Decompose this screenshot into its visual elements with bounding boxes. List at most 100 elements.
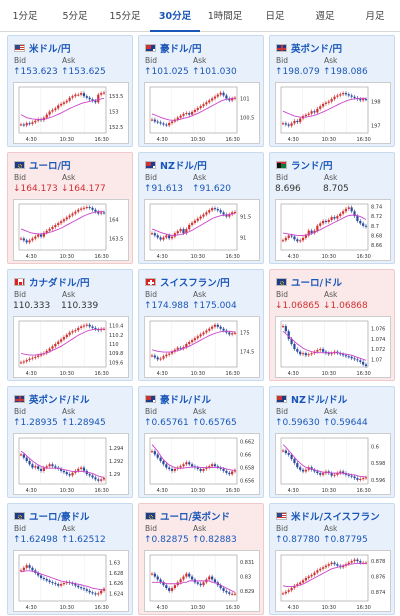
- candle: [34, 466, 37, 468]
- candle: [231, 593, 234, 595]
- candle: [22, 454, 25, 458]
- x-tick-label: 16:30: [94, 488, 108, 494]
- pair-name[interactable]: ユーロ/ドル: [291, 278, 342, 289]
- tab-6[interactable]: 週足: [315, 10, 335, 22]
- x-tick-label: 16:30: [94, 371, 108, 377]
- pair-name[interactable]: 英ポンド/ドル: [29, 395, 90, 406]
- price-chart[interactable]: 110.4 110.2 110 109.8 109.6 4:30 10:30 16:30: [13, 316, 129, 378]
- pair-name[interactable]: ユーロ/英ポンド: [160, 512, 230, 523]
- candle: [216, 94, 219, 97]
- currency-card[interactable]: 豪ドル/円 Bid Ask ↑101.025 ↑101.030 101 100.5 4:30 1…: [138, 35, 264, 147]
- candle: [347, 207, 350, 209]
- pair-name[interactable]: NZドル/円: [160, 161, 207, 172]
- moving-average-line: [151, 330, 236, 353]
- bid-label: Bid: [14, 290, 26, 299]
- currency-card[interactable]: ユーロ/円 Bid Ask ↓164.173 ↓164.177 164 163.5 4:30 1…: [7, 152, 133, 264]
- candle: [188, 113, 191, 115]
- price-chart[interactable]: 8.74 8.72 8.7 8.68 8.66 4:30 10:30 16:30: [275, 199, 391, 261]
- candle: [156, 121, 159, 123]
- candle: [330, 99, 333, 102]
- price-chart[interactable]: 164 163.5 4:30 10:30 16:30: [13, 199, 129, 261]
- price-chart[interactable]: 175 174.5 4:30 10:30 16:30: [144, 316, 260, 378]
- candle: [193, 220, 197, 223]
- x-tick-label: 4:30: [157, 371, 168, 377]
- pair-name[interactable]: 豪ドル/円: [160, 44, 202, 55]
- bid-value: ↑174.988: [144, 301, 189, 311]
- price-chart[interactable]: 91.5 91 4:30 10:30 16:30: [144, 199, 260, 261]
- pair-name[interactable]: ユーロ/円: [29, 161, 71, 172]
- candle: [193, 110, 197, 112]
- price-chart[interactable]: 153.5 153 152.5 4:30 10:30 16:30: [13, 82, 129, 144]
- ask-label: Ask: [193, 524, 207, 533]
- tab-7[interactable]: 月足: [365, 10, 385, 22]
- currency-card[interactable]: 英ポンド/円 Bid Ask ↑198.079 ↑198.086 198 197 4:30 10…: [269, 35, 395, 147]
- x-tick-label: 16:30: [225, 605, 239, 611]
- tab-2[interactable]: 15分足: [109, 10, 141, 22]
- price-chart[interactable]: 0.878 0.876 0.874 4:30 10:30 16:30: [275, 550, 391, 612]
- chart-svg: 110.4 110.2 110 109.8 109.6 4:30 10:30 16:30: [18, 320, 123, 377]
- tab-1[interactable]: 5分足: [62, 10, 88, 22]
- price-chart[interactable]: 1.63 1.628 1.626 1.624 4:30 10:30 16:30: [13, 550, 129, 612]
- pair-name[interactable]: ランド/円: [291, 161, 333, 172]
- pair-name[interactable]: 英ポンド/円: [291, 44, 342, 55]
- candle: [82, 325, 86, 327]
- price-chart[interactable]: 101 100.5 4:30 10:30 16:30: [144, 82, 260, 144]
- currency-card[interactable]: 英ポンド/ドル Bid Ask ↑1.28935 ↑1.28945 1.294 1.292 1…: [7, 386, 133, 498]
- currency-card[interactable]: 米ドル/スイスフラン Bid Ask ↑0.87780 ↑0.87795 0.878 0.8…: [269, 503, 395, 615]
- y-tick-label: 109.6: [109, 360, 123, 366]
- y-tick-label: 8.74: [371, 204, 382, 210]
- candle: [173, 468, 176, 471]
- currency-card[interactable]: 豪ドル/ドル Bid Ask ↑0.65761 ↑0.65765 0.662 0.66 0.6…: [138, 386, 264, 498]
- price-chart[interactable]: 1.294 1.292 1.29 4:30 10:30 16:30: [13, 433, 129, 495]
- candle: [71, 331, 74, 333]
- currency-card[interactable]: ユーロ/ドル Bid Ask ↓1.06865 ↓1.06868 1.076 1.074 1.…: [269, 269, 395, 381]
- pair-name[interactable]: NZドル/ドル: [291, 395, 348, 406]
- candle: [350, 207, 353, 212]
- pair-name[interactable]: 米ドル/円: [29, 44, 71, 55]
- candle: [353, 559, 356, 562]
- currency-card[interactable]: NZドル/円 Bid Ask ↑91.613 ↑91.620 91.5 91 4:30 10:3…: [138, 152, 264, 264]
- currency-card[interactable]: ランド/円 Bid Ask 8.696 8.705 8.74 8.72 8.7 8.68 8.66…: [269, 152, 395, 264]
- currency-card[interactable]: 米ドル/円 Bid Ask ↑153.623 ↑153.625 153.5 153 152.5…: [7, 35, 133, 147]
- currency-card[interactable]: ユーロ/英ポンド Bid Ask ↑0.82875 ↑0.82883 0.831 0.83 0…: [138, 503, 264, 615]
- plot-frame: [280, 86, 369, 134]
- candle: [48, 348, 51, 351]
- pair-name[interactable]: 米ドル/スイスフラン: [291, 512, 380, 523]
- candle: [48, 580, 51, 583]
- tab-5[interactable]: 日足: [265, 10, 285, 22]
- currency-card[interactable]: スイスフラン/円 Bid Ask ↑174.988 ↑175.004 175 174.5 4:…: [138, 269, 264, 381]
- y-tick-label: 152.5: [109, 125, 123, 131]
- flag-icon: [14, 161, 25, 169]
- candle: [25, 360, 28, 362]
- candle: [321, 567, 325, 569]
- candle: [80, 326, 83, 328]
- pair-name[interactable]: 豪ドル/ドル: [160, 395, 211, 406]
- tab-3[interactable]: 30分足: [150, 0, 200, 32]
- candle: [51, 110, 54, 112]
- pair-name[interactable]: ユーロ/豪ドル: [29, 512, 90, 523]
- price-chart[interactable]: 1.076 1.074 1.072 1.07 4:30 10:30 16:30: [275, 316, 391, 378]
- candle: [190, 340, 194, 343]
- plot-frame: [18, 86, 107, 134]
- y-tick-label: 1.076: [371, 327, 385, 333]
- candle: [82, 467, 86, 471]
- pair-name[interactable]: スイスフラン/円: [160, 278, 230, 289]
- currency-card[interactable]: カナダドル/円 Bid Ask 110.333 110.339 110.4 110.2 110…: [7, 269, 133, 381]
- candle: [57, 105, 60, 109]
- pair-name[interactable]: カナダドル/円: [29, 278, 90, 289]
- candle: [190, 222, 194, 225]
- ask-label: Ask: [62, 407, 76, 416]
- price-chart[interactable]: 0.831 0.83 0.829 4:30 10:30 16:30: [144, 550, 260, 612]
- tab-0[interactable]: 1分足: [12, 10, 38, 22]
- currency-card[interactable]: NZドル/ドル Bid Ask ↑0.59630 ↑0.59644 0.6 0.598 0.5…: [269, 386, 395, 498]
- candle: [68, 332, 71, 335]
- x-tick-label: 16:30: [94, 137, 108, 143]
- currency-card[interactable]: ユーロ/豪ドル Bid Ask ↑1.62498 ↑1.62512 1.63 1.628 1.…: [7, 503, 133, 615]
- candle: [299, 351, 302, 355]
- price-chart[interactable]: 0.6 0.598 0.596 4:30 10:30 16:30: [275, 433, 391, 495]
- tab-4[interactable]: 1時間足: [207, 10, 243, 22]
- candle: [102, 92, 106, 94]
- price-chart[interactable]: 0.662 0.66 0.658 0.656 4:30 10:30 16:30: [144, 433, 260, 495]
- price-chart[interactable]: 198 197 4:30 10:30 16:30: [275, 82, 391, 144]
- candle: [216, 324, 219, 327]
